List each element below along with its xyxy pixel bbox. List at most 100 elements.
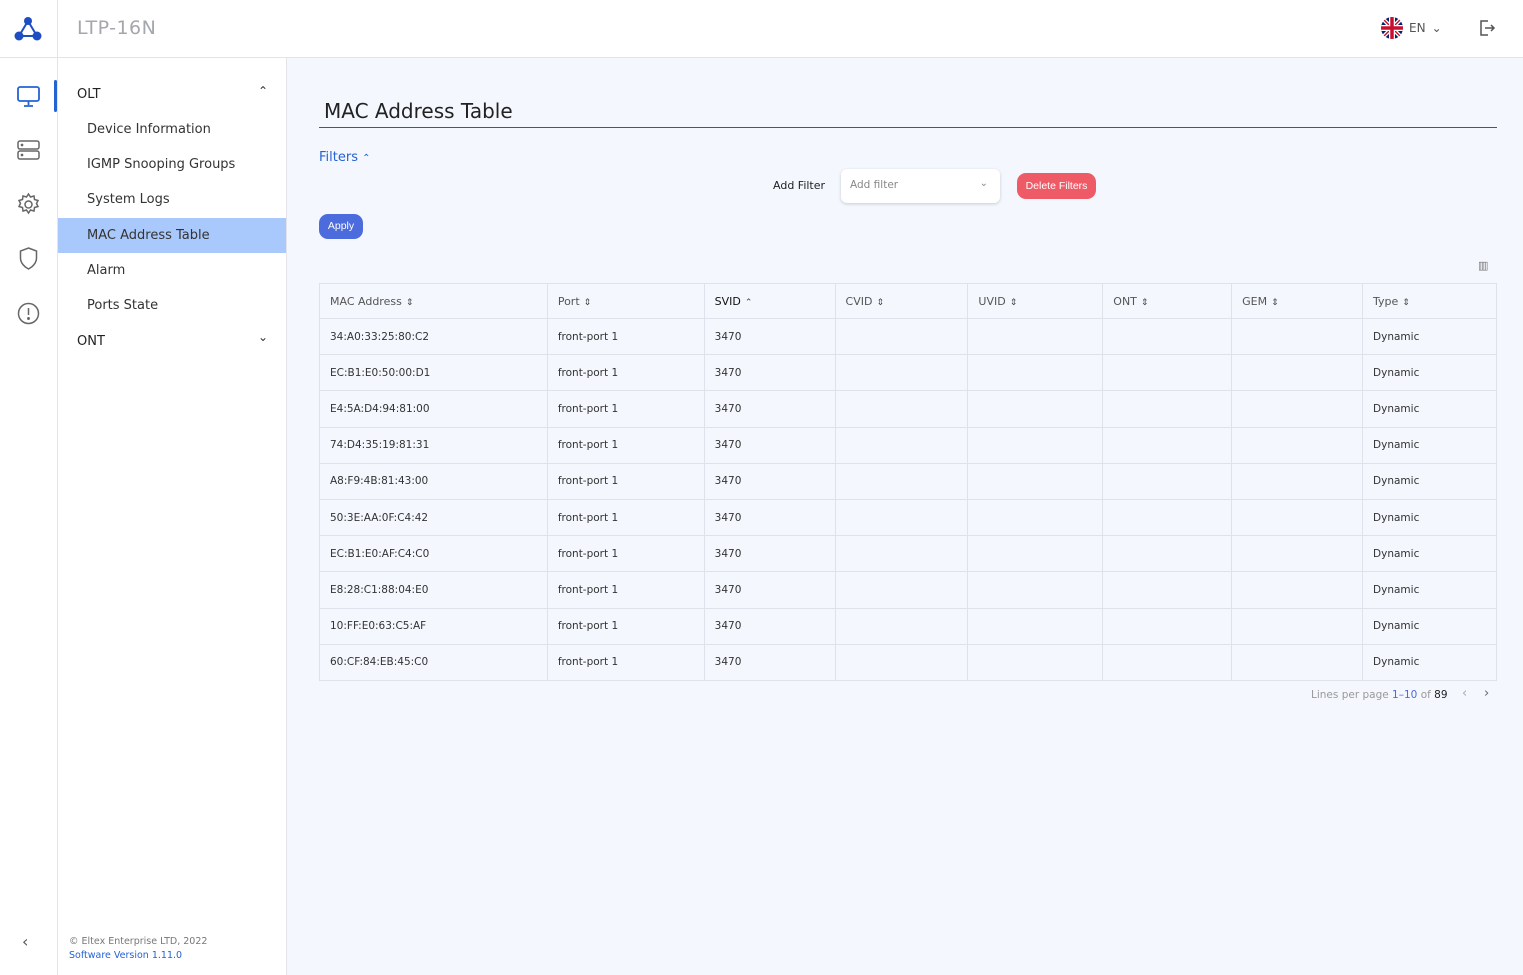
cell-type: Dynamic bbox=[1362, 426, 1497, 464]
active-rail-indicator bbox=[54, 80, 57, 112]
monitor-icon[interactable] bbox=[16, 84, 41, 109]
next-page-icon[interactable]: › bbox=[1484, 686, 1490, 701]
sort-icon: ⇕ bbox=[1402, 297, 1410, 308]
filters-toggle[interactable]: Filters ⌃ bbox=[319, 150, 371, 165]
server-icon[interactable] bbox=[16, 138, 41, 163]
cell-uvid bbox=[967, 462, 1104, 500]
pagination-info: Lines per page 1–10 of 89 bbox=[1311, 689, 1448, 701]
sidebar-item-mac-address-table[interactable]: MAC Address Table bbox=[58, 218, 286, 253]
filters-label: Filters bbox=[319, 150, 358, 165]
column-header-mac-address[interactable]: MAC Address ⇕ bbox=[319, 283, 548, 319]
cell-port: front-port 1 bbox=[546, 498, 705, 537]
cell-mac-address: A8:F9:4B:81:43:00 bbox=[319, 462, 548, 500]
add-filter-placeholder: Add filter bbox=[850, 179, 899, 191]
table-row[interactable]: EC:B1:E0:AF:C4:C0 front-port 1 3470 Dynamic bbox=[319, 535, 1497, 573]
cell-port: front-port 1 bbox=[546, 390, 705, 428]
column-label: Type bbox=[1373, 294, 1399, 308]
table-body: 34:A0:33:25:80:C2 front-port 1 3470 Dynamic… bbox=[319, 317, 1497, 681]
cell-cvid bbox=[834, 462, 969, 500]
table-row[interactable]: E4:5A:D4:94:81:00 front-port 1 3470 Dynamic bbox=[319, 390, 1497, 428]
cell-cvid bbox=[834, 643, 969, 681]
previous-page-icon[interactable]: ‹ bbox=[1462, 686, 1468, 701]
table-row[interactable]: EC:B1:E0:50:00:D1 front-port 1 3470 Dynamic bbox=[319, 354, 1497, 392]
software-version: Software Version 1.11.0 bbox=[69, 950, 183, 961]
column-header-ont[interactable]: ONT ⇕ bbox=[1102, 283, 1233, 319]
cell-type: Dynamic bbox=[1362, 535, 1497, 573]
cell-type: Dynamic bbox=[1362, 498, 1497, 537]
sidebar-group-ont[interactable]: ONT bbox=[77, 334, 105, 349]
cell-cvid bbox=[834, 426, 969, 464]
sidebar-item-alarm[interactable]: Alarm bbox=[87, 263, 126, 278]
eltex-logo-icon[interactable] bbox=[14, 16, 42, 42]
sort-icon: ⇕ bbox=[583, 297, 592, 308]
table-row[interactable]: 74:D4:35:19:81:31 front-port 1 3470 Dynamic bbox=[319, 426, 1497, 464]
cell-ont bbox=[1102, 390, 1233, 428]
table-row[interactable]: 60:CF:84:EB:45:C0 front-port 1 3470 Dynamic bbox=[319, 643, 1497, 681]
cell-mac-address: 50:3E:AA:0F:C4:42 bbox=[319, 498, 548, 537]
cell-gem bbox=[1231, 535, 1364, 573]
cell-port: front-port 1 bbox=[546, 317, 705, 356]
cell-cvid bbox=[834, 354, 969, 392]
cell-svid: 3470 bbox=[703, 317, 836, 356]
cell-type: Dynamic bbox=[1362, 462, 1497, 500]
cell-uvid bbox=[967, 354, 1104, 392]
page-range[interactable]: 1–10 bbox=[1392, 689, 1418, 701]
column-header-type[interactable]: Type ⇕ bbox=[1362, 283, 1497, 319]
cell-ont bbox=[1102, 535, 1233, 573]
column-header-svid[interactable]: SVID ⌃ bbox=[703, 283, 836, 319]
chevron-up-icon: ⌃ bbox=[362, 153, 371, 164]
collapse-sidebar-icon[interactable]: ‹ bbox=[22, 932, 29, 951]
cell-svid: 3470 bbox=[703, 643, 836, 681]
column-header-gem[interactable]: GEM ⇕ bbox=[1231, 283, 1364, 319]
alert-icon[interactable] bbox=[16, 301, 41, 326]
column-header-cvid[interactable]: CVID ⇕ bbox=[834, 283, 969, 319]
column-label: MAC Address bbox=[330, 294, 402, 308]
table-row[interactable]: A8:F9:4B:81:43:00 front-port 1 3470 Dynamic bbox=[319, 462, 1497, 500]
cell-ont bbox=[1102, 607, 1233, 645]
sort-icon: ⇕ bbox=[405, 297, 414, 308]
chevron-down-icon[interactable]: ⌄ bbox=[258, 330, 269, 344]
apply-button[interactable]: Apply bbox=[319, 214, 363, 239]
cell-mac-address: EC:B1:E0:50:00:D1 bbox=[319, 354, 548, 392]
shield-icon[interactable] bbox=[16, 246, 41, 271]
top-bar bbox=[0, 0, 1523, 58]
cell-svid: 3470 bbox=[703, 498, 836, 537]
add-filter-label: Add Filter bbox=[773, 179, 826, 192]
sidebar-item-ports-state[interactable]: Ports State bbox=[87, 298, 159, 313]
cell-port: front-port 1 bbox=[546, 354, 705, 392]
cell-type: Dynamic bbox=[1362, 317, 1497, 356]
cell-cvid bbox=[834, 607, 969, 645]
chevron-up-icon[interactable]: ⌃ bbox=[258, 84, 269, 98]
cell-cvid bbox=[834, 498, 969, 537]
cell-ont bbox=[1102, 462, 1233, 500]
gear-icon[interactable] bbox=[16, 192, 41, 217]
column-header-port[interactable]: Port ⇕ bbox=[546, 283, 705, 319]
cell-port: front-port 1 bbox=[546, 462, 705, 500]
sidebar-group-olt[interactable]: OLT bbox=[77, 87, 101, 102]
delete-filters-button[interactable]: Delete Filters bbox=[1017, 173, 1096, 199]
cell-ont bbox=[1102, 354, 1233, 392]
cell-gem bbox=[1231, 643, 1364, 681]
cell-uvid bbox=[967, 498, 1104, 537]
language-selector[interactable]: EN ⌄ bbox=[1381, 17, 1442, 39]
chevron-down-icon: ⌄ bbox=[1431, 21, 1442, 35]
footer-info: © Eltex Enterprise LTD, 2022 Software Ve… bbox=[69, 935, 207, 963]
cell-ont bbox=[1102, 571, 1233, 609]
sidebar-item-system-logs[interactable]: System Logs bbox=[87, 192, 170, 207]
icon-rail bbox=[0, 58, 57, 975]
column-header-uvid[interactable]: UVID ⇕ bbox=[967, 283, 1104, 319]
cell-type: Dynamic bbox=[1362, 607, 1497, 645]
table-row[interactable]: E8:28:C1:88:04:E0 front-port 1 3470 Dynamic bbox=[319, 571, 1497, 609]
sidebar-item-igmp-snooping-groups[interactable]: IGMP Snooping Groups bbox=[87, 157, 236, 172]
table-row[interactable]: 10:FF:E0:63:C5:AF front-port 1 3470 Dynamic bbox=[319, 607, 1497, 645]
table-row[interactable]: 34:A0:33:25:80:C2 front-port 1 3470 Dynamic bbox=[319, 317, 1497, 356]
total-count: 89 bbox=[1434, 689, 1448, 701]
logout-icon[interactable] bbox=[1478, 19, 1496, 37]
add-filter-select[interactable]: Add filter ⌄ bbox=[841, 169, 1000, 203]
columns-icon[interactable]: ▥ bbox=[1478, 259, 1489, 272]
cell-uvid bbox=[967, 317, 1104, 356]
cell-cvid bbox=[834, 571, 969, 609]
cell-uvid bbox=[967, 607, 1104, 645]
table-row[interactable]: 50:3E:AA:0F:C4:42 front-port 1 3470 Dynamic bbox=[319, 498, 1497, 537]
sidebar-item-device-information[interactable]: Device Information bbox=[87, 122, 211, 137]
